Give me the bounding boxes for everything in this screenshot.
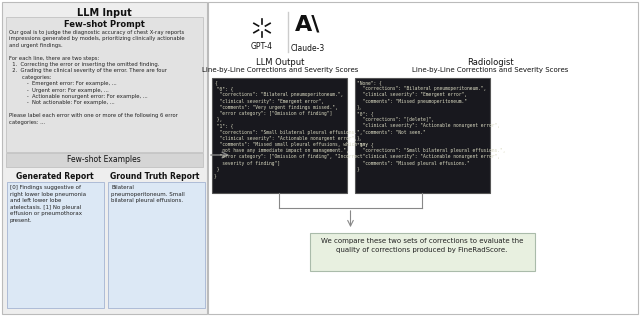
Text: Bilateral
pneumoperitoneum. Small
bilateral pleural effusions.: Bilateral pneumoperitoneum. Small bilate…: [111, 185, 185, 203]
Text: Our goal is to judge the diagnostic accuracy of chest X-ray reports
impressions : Our goal is to judge the diagnostic accu…: [9, 30, 184, 125]
Text: Ground Truth Report: Ground Truth Report: [110, 172, 200, 181]
Text: Line-by-Line Corrections and Severity Scores: Line-by-Line Corrections and Severity Sc…: [202, 67, 358, 73]
Bar: [108, 182, 205, 308]
Bar: [212, 78, 347, 193]
Text: Generated Report: Generated Report: [16, 172, 94, 181]
Text: We compare these two sets of corrections to evaluate the
quality of corrections : We compare these two sets of corrections…: [321, 238, 523, 253]
Bar: [2, 2, 207, 314]
Bar: [6, 153, 203, 167]
Text: Few-shot Examples: Few-shot Examples: [67, 155, 141, 164]
Bar: [6, 17, 203, 152]
Text: "None": {
  "corrections": "Bilateral pneumoperitoneum.",
  "clinical severity":: "None": { "corrections": "Bilateral pneu…: [357, 80, 506, 172]
Bar: [355, 78, 490, 193]
Bar: [310, 233, 535, 271]
Text: LLM Input: LLM Input: [77, 8, 131, 18]
Text: A\: A\: [295, 14, 321, 34]
Text: GPT-4: GPT-4: [251, 42, 273, 51]
Text: Radiologist: Radiologist: [467, 58, 513, 67]
Text: {
 "0": {
  "corrections": "Bilateral pneumoperitoneum.",
  "clinical severity":: { "0": { "corrections": "Bilateral pneum…: [214, 80, 368, 178]
Text: Claude-3: Claude-3: [291, 44, 325, 53]
Text: Few-shot Prompt: Few-shot Prompt: [63, 20, 145, 29]
Text: Line-by-Line Corrections and Severity Scores: Line-by-Line Corrections and Severity Sc…: [412, 67, 568, 73]
Text: [0] Findings suggestive of
right lower lobe pneumonia
and left lower lobe
atelec: [0] Findings suggestive of right lower l…: [10, 185, 86, 223]
Bar: [7, 182, 104, 308]
Text: LLM Output: LLM Output: [256, 58, 304, 67]
Bar: [208, 2, 638, 314]
